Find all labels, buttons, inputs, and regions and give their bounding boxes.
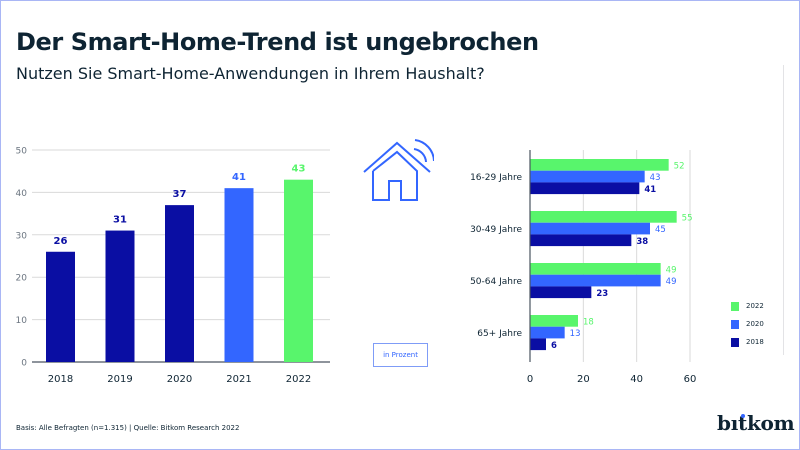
bar-2020 (530, 222, 650, 235)
y-tick-label: 30 (16, 231, 28, 241)
category-label: 50-64 Jahre (470, 277, 522, 287)
x-tick-label: 2021 (226, 374, 251, 385)
data-label: 41 (644, 185, 656, 195)
bar-2022 (530, 211, 677, 223)
logo-text-rest: tkom (738, 411, 795, 435)
page-subtitle: Nutzen Sie Smart-Home-Anwendungen in Ihr… (16, 64, 485, 83)
x-tick-label: 2019 (107, 374, 132, 385)
data-label: 49 (666, 277, 677, 287)
legend-item-2018: 2018 (731, 333, 764, 351)
x-tick-label: 40 (630, 374, 643, 385)
data-label: 43 (292, 164, 306, 175)
x-tick-label: 20 (577, 374, 590, 385)
legend-swatch (731, 319, 739, 329)
bar-2018 (530, 234, 632, 247)
bar-2020 (530, 274, 661, 287)
category-label: 65+ Jahre (477, 329, 522, 339)
data-label: 26 (54, 236, 68, 247)
data-label: 38 (636, 237, 648, 247)
bar-2022 (530, 315, 578, 327)
bar-2022 (530, 159, 669, 171)
x-tick-label: 0 (527, 374, 533, 385)
category-label: 16-29 Jahre (470, 173, 522, 183)
legend-item-2020: 2020 (731, 315, 764, 333)
bar-2019 (105, 230, 135, 362)
x-tick-label: 60 (684, 374, 697, 385)
x-tick-label: 2020 (167, 374, 192, 385)
data-label: 55 (682, 213, 693, 223)
legend-label: 2020 (746, 320, 764, 328)
y-tick-label: 0 (21, 359, 27, 369)
data-label: 49 (666, 265, 677, 275)
logo-dot-icon (741, 414, 745, 418)
legend: 2022 2020 2018 (731, 297, 764, 351)
bar-2020 (530, 326, 565, 339)
page-title: Der Smart-Home-Trend ist ungebrochen (16, 28, 539, 56)
x-tick-label: 2022 (286, 374, 311, 385)
data-label: 41 (232, 172, 246, 183)
x-tick-label: 2018 (48, 374, 73, 385)
data-label: 6 (551, 341, 557, 351)
bar-2018 (530, 338, 546, 351)
y-tick-label: 40 (16, 189, 28, 199)
data-label: 43 (650, 173, 661, 183)
y-tick-label: 50 (16, 147, 28, 157)
data-label: 37 (173, 189, 187, 200)
bar-2021 (224, 188, 254, 362)
legend-label: 2018 (746, 338, 764, 346)
legend-item-2022: 2022 (731, 297, 764, 315)
smart-home-icon (362, 137, 435, 211)
bar-2018 (530, 182, 640, 195)
bar-2018 (46, 251, 75, 362)
bar-2022 (530, 263, 661, 275)
data-label: 52 (674, 161, 685, 171)
bar-2022 (284, 179, 313, 362)
y-tick-label: 20 (16, 274, 28, 284)
category-label: 30-49 Jahre (470, 225, 522, 235)
source-note: Basis: Alle Befragten (n=1.315) | Quelle… (16, 424, 240, 432)
data-label: 31 (113, 215, 127, 226)
data-label: 13 (570, 329, 581, 339)
logo-text-b: b (717, 411, 731, 435)
logo-text-i: ı (730, 411, 739, 435)
y-tick-label: 10 (16, 316, 28, 326)
data-label: 18 (583, 317, 594, 327)
data-label: 45 (655, 225, 666, 235)
legend-label: 2022 (746, 302, 764, 310)
legend-swatch (731, 337, 739, 347)
bar-2020 (530, 170, 645, 183)
bar-2020 (165, 205, 194, 362)
unit-label: in Prozent (373, 343, 428, 367)
divider (783, 65, 784, 355)
bar-2018 (530, 286, 592, 299)
legend-swatch (731, 301, 739, 311)
data-label: 23 (596, 289, 608, 299)
bitkom-logo: bıtkom (717, 411, 795, 435)
